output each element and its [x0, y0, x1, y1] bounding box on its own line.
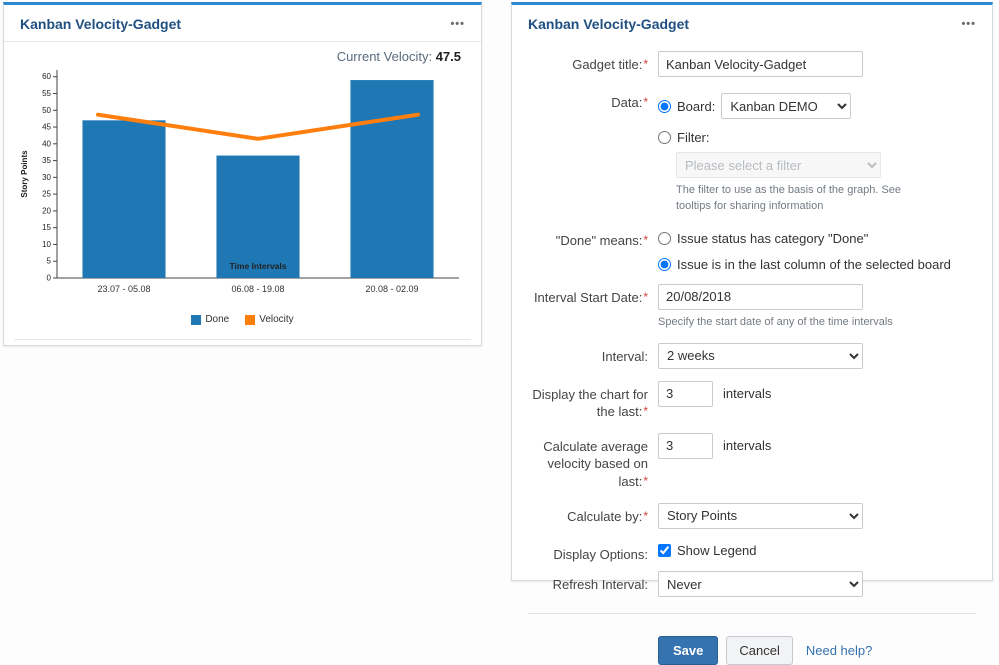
interval-select[interactable]: 2 weeks — [658, 342, 863, 369]
settings-panel-menu-button[interactable]: ••• — [961, 18, 976, 30]
chart-panel-footer — [14, 339, 471, 345]
svg-text:20.08 - 02.09: 20.08 - 02.09 — [365, 284, 418, 294]
interval-start-date-input[interactable] — [658, 283, 863, 310]
svg-text:10: 10 — [42, 240, 51, 249]
chart-body: Current Velocity: 47.5 0 5 10 15 20 25 30 35 40 4… — [4, 42, 481, 332]
filter-label: Filter: — [677, 130, 710, 145]
required-indicator: * — [643, 289, 648, 304]
svg-text:5: 5 — [46, 257, 51, 266]
filter-select[interactable]: Please select a filter — [676, 152, 881, 178]
svg-text:50: 50 — [42, 106, 51, 115]
form-row-interval-start-date: Interval Start Date:* Specify the start … — [528, 283, 976, 331]
form-buttons-row: Save Cancel Need help? — [528, 636, 976, 665]
save-button[interactable]: Save — [658, 636, 719, 665]
required-indicator: * — [643, 404, 648, 419]
form-row-gadget-title: Gadget title:* — [528, 51, 976, 77]
board-radio-row: Board: Kanban DEMO — [658, 89, 976, 119]
svg-text:35: 35 — [42, 156, 51, 165]
velocity-bar-chart: 0 5 10 15 20 25 30 35 40 45 50 55 60 Time Intervals St… — [20, 70, 459, 294]
legend-swatch-done — [191, 314, 202, 325]
filter-radio[interactable] — [658, 131, 671, 144]
legend-label-done: Done — [205, 314, 230, 325]
form-row-data-source: Data:* Board: Kanban DEMO Filter: Please… — [528, 89, 976, 215]
done-status-category-radio[interactable] — [658, 231, 671, 245]
done-means-option-2: Issue is in the last column of the selec… — [658, 253, 976, 272]
form-row-interval: Interval: 2 weeks — [528, 342, 976, 369]
velocity-chart-panel: Kanban Velocity-Gadget ••• Current Veloc… — [3, 2, 482, 346]
gadget-title-input[interactable] — [658, 51, 863, 77]
svg-text:0: 0 — [46, 274, 51, 283]
form-row-display-options: Display Options: Show Legend — [528, 541, 976, 564]
form-row-done-means: "Done" means:* Issue status has category… — [528, 227, 976, 272]
gadget-title-label: Gadget title: — [572, 57, 643, 72]
interval-start-date-help: Specify the start date of any of the tim… — [658, 315, 893, 328]
interval-label: Interval: — [601, 348, 648, 364]
current-velocity-label: Current Velocity: — [336, 49, 433, 64]
svg-text:20: 20 — [42, 206, 51, 215]
done-means-label: "Done" means: — [555, 232, 643, 248]
svg-text:60: 60 — [42, 72, 51, 81]
done-last-column-radio[interactable] — [658, 257, 671, 271]
legend-item-done: Done — [191, 314, 229, 325]
cancel-button[interactable]: Cancel — [726, 636, 793, 665]
chart-panel-title: Kanban Velocity-Gadget — [20, 16, 182, 32]
legend-label-velocity: Velocity — [259, 314, 294, 325]
done-means-option-1: Issue status has category "Done" — [658, 227, 976, 246]
legend-swatch-velocity — [245, 314, 256, 325]
required-indicator: * — [643, 474, 648, 488]
form-row-calculate-average: Calculate average velocity based on last… — [528, 432, 976, 491]
required-indicator: * — [643, 232, 648, 247]
settings-panel-title: Kanban Velocity-Gadget — [528, 16, 690, 32]
calculate-average-label: Calculate average velocity based on last… — [543, 438, 648, 489]
settings-form: Gadget title:* Data:* Board: Kanban DEMO — [512, 41, 992, 598]
chart-legend: Done Velocity — [16, 314, 469, 325]
done-means-option-1-label: Issue status has category "Done" — [677, 230, 869, 246]
form-row-calculate-by: Calculate by:* Story Points — [528, 502, 976, 529]
svg-text:06.08 - 19.08: 06.08 - 19.08 — [231, 284, 284, 294]
refresh-interval-select[interactable]: Never — [658, 571, 863, 598]
chart-panel-header: Kanban Velocity-Gadget ••• — [4, 5, 481, 42]
need-help-link[interactable]: Need help? — [805, 643, 873, 659]
required-indicator: * — [643, 95, 648, 109]
svg-text:30: 30 — [42, 173, 51, 182]
chart-panel-menu-button[interactable]: ••• — [450, 18, 465, 30]
board-radio[interactable] — [658, 99, 671, 113]
display-options-label: Display Options: — [553, 546, 648, 562]
calculate-average-intervals-input[interactable] — [658, 432, 713, 459]
filter-radio-row: Filter: — [658, 126, 976, 145]
filter-help-text: The filter to use as the basis of the gr… — [676, 184, 902, 212]
display-chart-intervals-suffix: intervals — [723, 386, 772, 402]
form-row-display-chart-for: Display the chart for the last:* interva… — [528, 380, 976, 421]
display-chart-intervals-input[interactable] — [658, 380, 713, 407]
svg-text:55: 55 — [42, 89, 51, 98]
legend-item-velocity: Velocity — [245, 314, 294, 325]
board-select[interactable]: Kanban DEMO — [721, 93, 852, 119]
data-label: Data: — [611, 95, 643, 110]
svg-text:25: 25 — [42, 190, 51, 199]
svg-text:23.07 - 05.08: 23.07 - 05.08 — [97, 284, 150, 294]
svg-text:15: 15 — [42, 223, 51, 232]
form-row-refresh-interval: Refresh Interval: Never — [528, 571, 976, 598]
current-velocity: Current Velocity: 47.5 — [16, 44, 469, 64]
calculate-average-intervals-suffix: intervals — [723, 438, 772, 454]
board-label: Board: — [677, 98, 716, 114]
svg-text:Time Intervals: Time Intervals — [229, 261, 286, 271]
required-indicator: * — [643, 57, 648, 71]
calculate-by-label: Calculate by: — [567, 508, 643, 524]
interval-start-date-label: Interval Start Date: — [533, 289, 643, 305]
settings-panel-header: Kanban Velocity-Gadget ••• — [512, 5, 992, 41]
settings-panel: Kanban Velocity-Gadget ••• Gadget title:… — [511, 2, 993, 665]
show-legend-checkbox[interactable] — [658, 543, 671, 557]
display-chart-for-label: Display the chart for the last: — [532, 386, 648, 420]
calculate-by-select[interactable]: Story Points — [658, 502, 863, 529]
current-velocity-value: 47.5 — [435, 49, 461, 64]
svg-text:Story Points: Story Points — [20, 150, 29, 198]
done-means-option-2-label: Issue is in the last column of the selec… — [677, 256, 951, 272]
show-legend-label: Show Legend — [677, 542, 757, 558]
svg-text:40: 40 — [42, 139, 51, 148]
svg-text:45: 45 — [42, 123, 51, 132]
required-indicator: * — [643, 508, 648, 523]
